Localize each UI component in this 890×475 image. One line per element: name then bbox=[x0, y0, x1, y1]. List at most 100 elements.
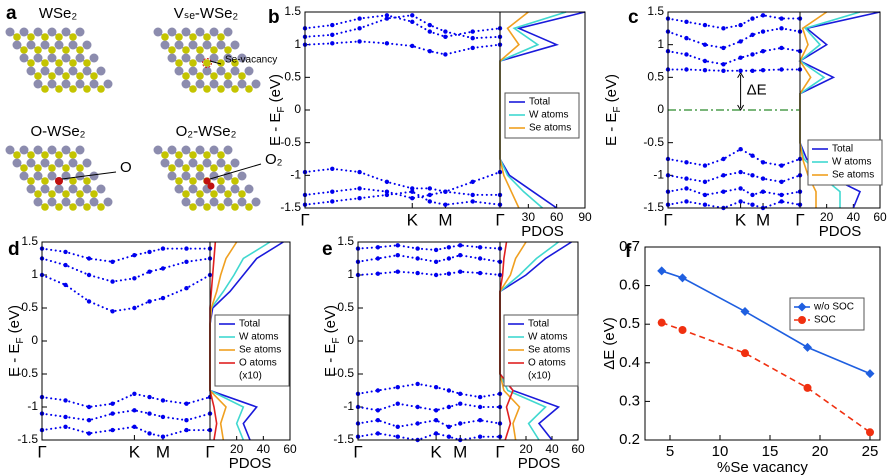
w-atom bbox=[82, 184, 92, 194]
legend-marker bbox=[797, 302, 807, 312]
band-point bbox=[410, 43, 415, 49]
band-point bbox=[384, 41, 390, 46]
w-atom bbox=[68, 184, 78, 194]
w-atom bbox=[47, 53, 57, 63]
band-point bbox=[110, 401, 115, 406]
x-tick-label: K bbox=[430, 442, 442, 461]
w-atom bbox=[237, 171, 247, 181]
se-atom bbox=[168, 164, 176, 172]
panel-letter: e bbox=[322, 239, 333, 260]
x-tick-label: 60 bbox=[571, 442, 585, 456]
plot-frame bbox=[499, 11, 586, 209]
y-tick-label: 0 bbox=[347, 333, 354, 347]
se-atom bbox=[97, 85, 105, 93]
band-point bbox=[86, 272, 92, 278]
band-point bbox=[330, 32, 335, 38]
x-tick-label: Γ bbox=[495, 210, 504, 229]
se-atom bbox=[217, 85, 225, 93]
y-tick-label: 0.5 bbox=[647, 70, 664, 84]
w-atom bbox=[237, 197, 247, 207]
w-atom bbox=[209, 53, 219, 63]
band-point bbox=[750, 16, 755, 21]
se-atom bbox=[203, 85, 211, 93]
w-atom bbox=[181, 171, 191, 181]
y-tick-label: 1 bbox=[31, 267, 38, 281]
structure-title: Vₛₑ-WSe₂ bbox=[174, 5, 239, 22]
band-point bbox=[415, 404, 420, 410]
se-atom bbox=[41, 33, 49, 41]
band-point bbox=[384, 16, 390, 21]
w-atom bbox=[47, 145, 57, 155]
band-point bbox=[132, 408, 137, 413]
se-atom bbox=[48, 164, 56, 172]
se-atom bbox=[245, 203, 253, 211]
band-point bbox=[375, 408, 381, 413]
se-atom bbox=[62, 46, 70, 54]
x-tick-label: Γ bbox=[795, 210, 804, 229]
band-point bbox=[184, 427, 189, 433]
pointer bbox=[61, 171, 117, 180]
w-atom bbox=[47, 171, 57, 181]
band-point bbox=[470, 199, 475, 204]
se-atom bbox=[69, 59, 77, 67]
legend-label: W atoms bbox=[528, 332, 567, 343]
se-atom bbox=[27, 177, 35, 185]
se-atom bbox=[203, 203, 211, 211]
legend-label: Total bbox=[529, 97, 550, 108]
band bbox=[304, 167, 501, 193]
band-point bbox=[738, 22, 743, 28]
se-atom bbox=[196, 72, 204, 80]
band-point bbox=[433, 418, 439, 423]
band-point bbox=[160, 246, 166, 251]
se-atom bbox=[13, 33, 21, 41]
w-atom bbox=[61, 27, 71, 37]
w-atom bbox=[96, 184, 106, 194]
se-atom bbox=[48, 72, 56, 80]
legend-label: Total bbox=[832, 144, 853, 155]
w-atom bbox=[5, 145, 15, 155]
plot-frame bbox=[799, 11, 881, 209]
w-atom bbox=[209, 79, 219, 89]
se-atom bbox=[34, 164, 42, 172]
se-atom bbox=[182, 46, 190, 54]
band-point bbox=[684, 67, 689, 72]
band-point bbox=[750, 153, 755, 158]
y-tick-label: 0.6 bbox=[619, 277, 640, 294]
lattice bbox=[5, 145, 117, 211]
se-atom bbox=[231, 177, 239, 185]
w-atom bbox=[223, 171, 233, 181]
w-atom bbox=[40, 158, 50, 168]
y-tick-label: -1.5 bbox=[643, 200, 664, 214]
w-atom bbox=[33, 27, 43, 37]
panel-letter: f bbox=[625, 241, 632, 262]
band-point bbox=[375, 256, 381, 261]
w-atom bbox=[181, 145, 191, 155]
band-point bbox=[415, 246, 420, 251]
band bbox=[41, 247, 211, 263]
w-atom bbox=[26, 40, 36, 50]
y-axis-label: ΔE (eV) bbox=[601, 317, 618, 370]
band-point bbox=[779, 16, 784, 21]
x-tick-label: 20 bbox=[820, 210, 834, 224]
band-point bbox=[738, 199, 743, 204]
y-tick-label: 0.5 bbox=[619, 315, 640, 332]
band-point bbox=[738, 169, 743, 175]
w-atom bbox=[181, 53, 191, 63]
band-point bbox=[132, 276, 137, 281]
w-atom bbox=[19, 27, 29, 37]
band-point bbox=[384, 192, 390, 198]
y-tick-label: -0.5 bbox=[643, 135, 664, 149]
band-point bbox=[446, 271, 452, 276]
lattice bbox=[153, 145, 262, 211]
band-point bbox=[395, 243, 400, 248]
x-tick-label: 25 bbox=[862, 443, 879, 460]
band-point bbox=[384, 13, 390, 18]
w-atom bbox=[19, 53, 29, 63]
band-point bbox=[760, 49, 766, 54]
legend-label: W atoms bbox=[529, 110, 568, 121]
se-atom bbox=[161, 151, 169, 159]
band-point bbox=[147, 269, 152, 274]
w-atom bbox=[195, 27, 205, 37]
legend-label: w/o SOC bbox=[813, 302, 854, 313]
se-atom bbox=[217, 203, 225, 211]
